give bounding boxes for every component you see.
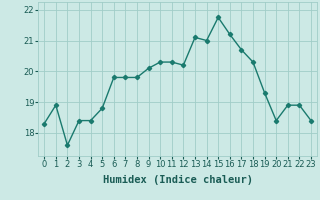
X-axis label: Humidex (Indice chaleur): Humidex (Indice chaleur): [103, 175, 252, 185]
